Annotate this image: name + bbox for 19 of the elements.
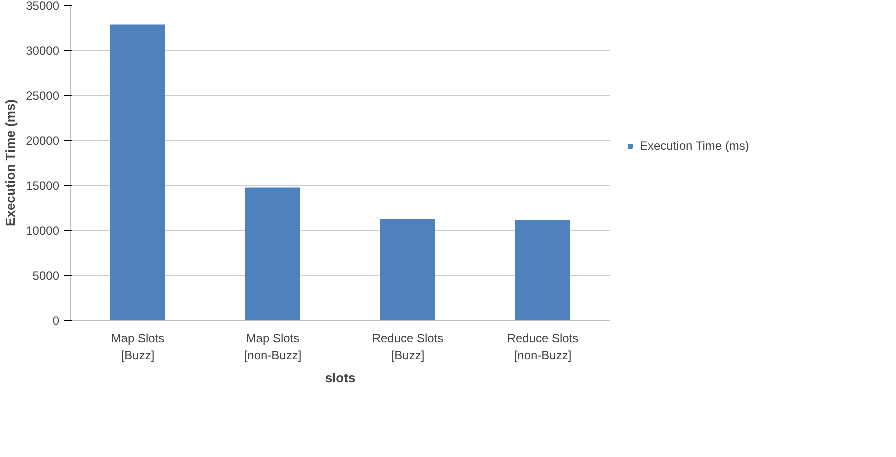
- y-tick-label: 20000: [26, 134, 60, 148]
- y-tick-label: 15000: [26, 179, 60, 193]
- x-tick-label: Map Slots [non-Buzz]: [244, 332, 302, 362]
- bar: [516, 220, 570, 320]
- y-tick-label: 25000: [26, 89, 60, 103]
- y-tick-label: 5000: [32, 269, 60, 283]
- y-tick-label: 0: [52, 314, 60, 328]
- bar: [246, 188, 300, 320]
- x-tick-label: Reduce Slots [non-Buzz]: [507, 332, 579, 362]
- x-tick-label: Map Slots [Buzz]: [111, 332, 165, 362]
- y-axis-title: Execution Time (ms): [3, 100, 18, 226]
- y-tick-label: 30000: [26, 44, 60, 58]
- y-tick-label: 10000: [26, 224, 60, 238]
- x-tick-label: Reduce Slots [Buzz]: [372, 332, 444, 362]
- bar: [380, 219, 436, 320]
- bar: [110, 24, 166, 320]
- x-axis-title: slots: [325, 370, 356, 386]
- legend-label: Execution Time (ms): [640, 139, 750, 153]
- y-tick-label: 35000: [26, 0, 60, 13]
